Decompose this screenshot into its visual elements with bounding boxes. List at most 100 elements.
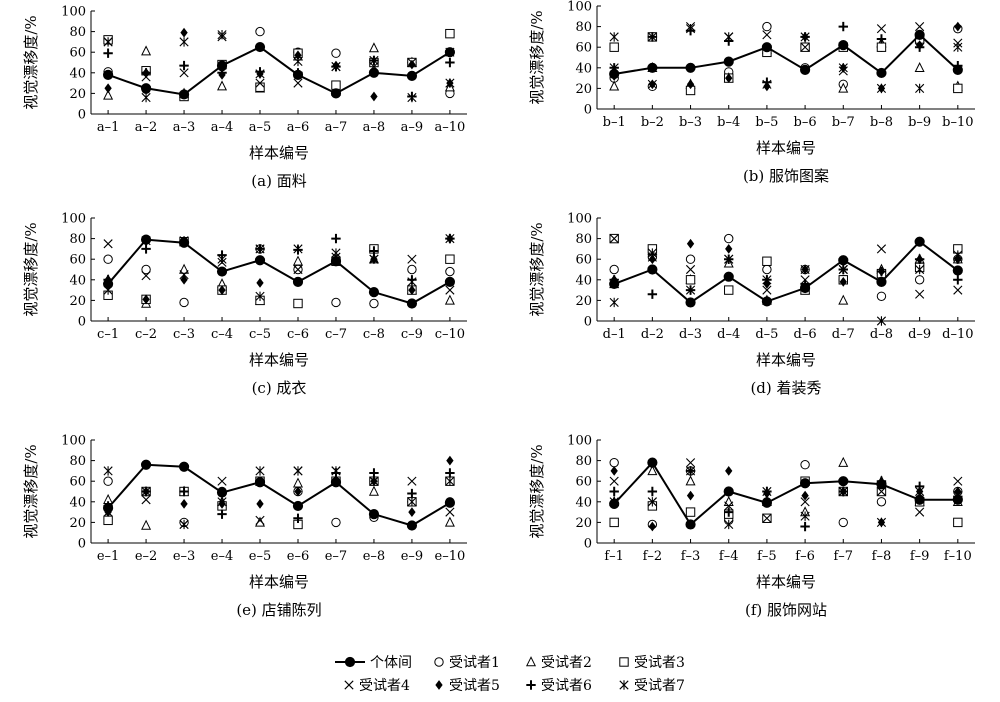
data-point [407, 488, 417, 499]
data-point [725, 466, 733, 476]
data-point [648, 521, 657, 532]
x-tick-label: c–9 [401, 327, 423, 342]
data-point [294, 486, 302, 497]
x-tick-label: b–5 [755, 115, 778, 130]
data-point [408, 59, 416, 70]
x-tick-label: d–7 [832, 327, 855, 342]
x-tick-label: d–2 [641, 327, 664, 342]
x-axis-title: 样本编号 [756, 351, 816, 369]
data-point [141, 486, 151, 497]
data-point [330, 256, 342, 267]
data-point [368, 42, 379, 53]
y-tick-label: 0 [584, 315, 592, 330]
y-axis-title: 视觉漂移度/% [528, 444, 546, 538]
data-point [647, 264, 658, 275]
data-point [445, 507, 455, 517]
data-point [609, 234, 619, 244]
data-point [178, 89, 190, 100]
data-point [103, 515, 113, 526]
data-point [762, 264, 772, 275]
data-point [609, 278, 620, 290]
series-3 [609, 233, 963, 295]
x-tick-label: e–8 [363, 549, 385, 564]
data-point [141, 264, 151, 275]
legend-marker [619, 680, 629, 690]
data-point [609, 68, 620, 80]
y-axis-title: 视觉漂移度/% [22, 222, 40, 316]
y-tick-label: 100 [61, 212, 86, 227]
y-tick-label: 20 [575, 516, 592, 531]
x-tick-label: b–4 [717, 115, 740, 130]
data-point [180, 27, 188, 38]
data-point [140, 459, 152, 470]
data-point [218, 285, 226, 295]
data-point [444, 497, 456, 508]
x-axis-title: 样本编号 [249, 144, 309, 162]
x-tick-label: e–1 [97, 549, 119, 564]
panel-caption: (a) 面料 [251, 172, 306, 190]
data-point [838, 517, 848, 528]
data-point [292, 255, 303, 266]
y-tick-label: 80 [575, 454, 592, 469]
x-tick-label: a–2 [135, 120, 158, 135]
data-point [914, 29, 925, 40]
x-tick-label: e–7 [325, 549, 347, 564]
data-point [445, 233, 455, 244]
data-point [723, 486, 734, 497]
data-point [800, 497, 810, 507]
data-point [102, 69, 114, 80]
data-point [141, 271, 151, 281]
x-tick-label: c–1 [97, 327, 119, 342]
legend-label: 受试者3 [634, 655, 685, 671]
x-tick-label: e–5 [249, 549, 271, 564]
data-point [217, 476, 227, 486]
data-point [445, 78, 455, 88]
y-tick-label: 60 [69, 253, 86, 268]
data-point [368, 67, 380, 78]
data-point [648, 79, 657, 90]
x-tick-label: a–3 [173, 120, 196, 135]
data-point [876, 42, 887, 52]
data-point [255, 466, 265, 476]
panel-d: 0 20 40 60 80 100 d–1 d–2 d–3 d–4 d–5 d–6 d–7 d–8 d–9 d… [528, 212, 975, 397]
data-point [838, 63, 848, 73]
y-tick-label: 100 [61, 434, 86, 449]
data-point [406, 298, 418, 309]
series-between [102, 41, 456, 100]
data-point [255, 244, 265, 254]
x-tick-label: c–6 [287, 327, 309, 342]
data-point [179, 263, 190, 274]
data-point [368, 485, 379, 496]
data-point [102, 278, 114, 290]
data-point [407, 277, 417, 287]
data-point [952, 64, 963, 75]
data-point [838, 486, 848, 497]
x-tick-label: c–7 [325, 327, 347, 342]
data-point [723, 56, 734, 67]
data-point [179, 519, 189, 530]
data-point [800, 42, 810, 52]
y-axis-title: 视觉漂移度/% [22, 444, 40, 538]
data-point [685, 285, 696, 295]
data-point [838, 82, 849, 93]
data-point [140, 83, 152, 94]
x-tick-label: a–4 [211, 120, 234, 135]
series-between [102, 234, 456, 309]
data-point [914, 42, 925, 52]
series-7 [609, 23, 963, 94]
x-tick-label: e–2 [135, 549, 157, 564]
data-point [217, 29, 227, 40]
series-6 [609, 254, 963, 299]
series-4 [103, 466, 455, 530]
x-tick-label: f–3 [681, 549, 701, 564]
y-tick-label: 40 [69, 273, 86, 288]
data-point [445, 468, 455, 478]
legend-marker [344, 680, 354, 690]
data-point [141, 244, 151, 254]
data-point [762, 30, 772, 40]
data-point [256, 278, 264, 288]
data-point [369, 55, 379, 66]
series-between [609, 457, 963, 530]
data-point [407, 92, 417, 103]
series-3 [609, 32, 963, 96]
